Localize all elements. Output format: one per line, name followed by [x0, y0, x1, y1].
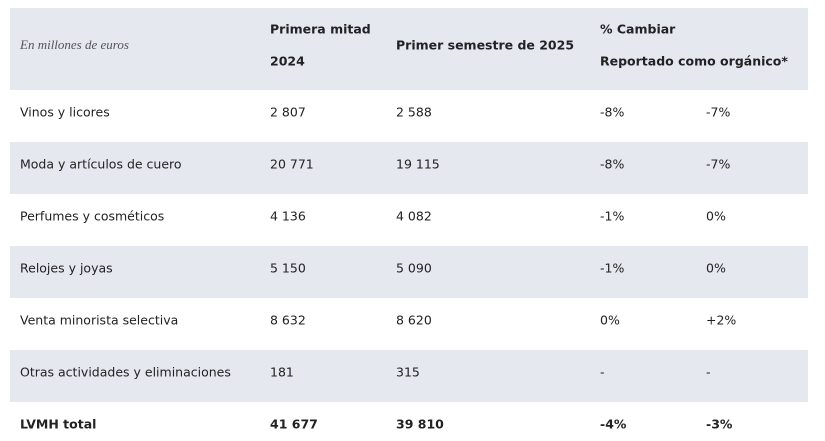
cell: 4 136 — [270, 208, 306, 224]
row-label: Relojes y joyas — [20, 260, 113, 276]
row-label: Vinos y licores — [20, 104, 110, 120]
cell: 2 807 — [270, 104, 306, 120]
column-header: 2024 — [270, 53, 305, 69]
row-band — [10, 350, 808, 402]
cell: -8% — [600, 104, 625, 120]
cell: -8% — [600, 156, 625, 172]
cell: 5 090 — [396, 260, 432, 276]
cell: 19 115 — [396, 156, 440, 172]
row-label: Venta minorista selectiva — [20, 312, 179, 328]
row-band — [10, 142, 808, 194]
cell: 0% — [706, 260, 726, 276]
cell: 181 — [270, 364, 294, 380]
cell: 5 150 — [270, 260, 306, 276]
caption: En millones de euros — [20, 37, 129, 52]
cell: 315 — [396, 364, 420, 380]
column-header: Reportado como orgánico* — [600, 53, 788, 69]
header-band — [10, 8, 808, 90]
row-label: Moda y artículos de cuero — [20, 156, 182, 172]
cell: 0% — [706, 208, 726, 224]
row-label: Perfumes y cosméticos — [20, 208, 165, 224]
cell: -1% — [600, 260, 625, 276]
cell: 4 082 — [396, 208, 432, 224]
cell: 8 632 — [270, 312, 306, 328]
column-header: % Cambiar — [600, 21, 676, 37]
cell: 20 771 — [270, 156, 314, 172]
cell: -7% — [706, 104, 731, 120]
cell: 8 620 — [396, 312, 432, 328]
cell: -7% — [706, 156, 731, 172]
cell: 0% — [600, 312, 620, 328]
cell: 2 588 — [396, 104, 432, 120]
cell: -4% — [600, 416, 627, 432]
row-band — [10, 246, 808, 298]
cell: - — [706, 364, 711, 380]
cell: 39 810 — [396, 416, 444, 432]
cell: +2% — [706, 312, 737, 328]
row-label: LVMH total — [20, 416, 97, 432]
row-label: Otras actividades y eliminaciones — [20, 364, 231, 380]
cell: -1% — [600, 208, 625, 224]
cell: -3% — [706, 416, 733, 432]
cell: - — [600, 364, 605, 380]
cell: 41 677 — [270, 416, 318, 432]
column-header: Primer semestre de 2025 — [396, 37, 575, 53]
column-header: Primera mitad — [270, 21, 371, 37]
